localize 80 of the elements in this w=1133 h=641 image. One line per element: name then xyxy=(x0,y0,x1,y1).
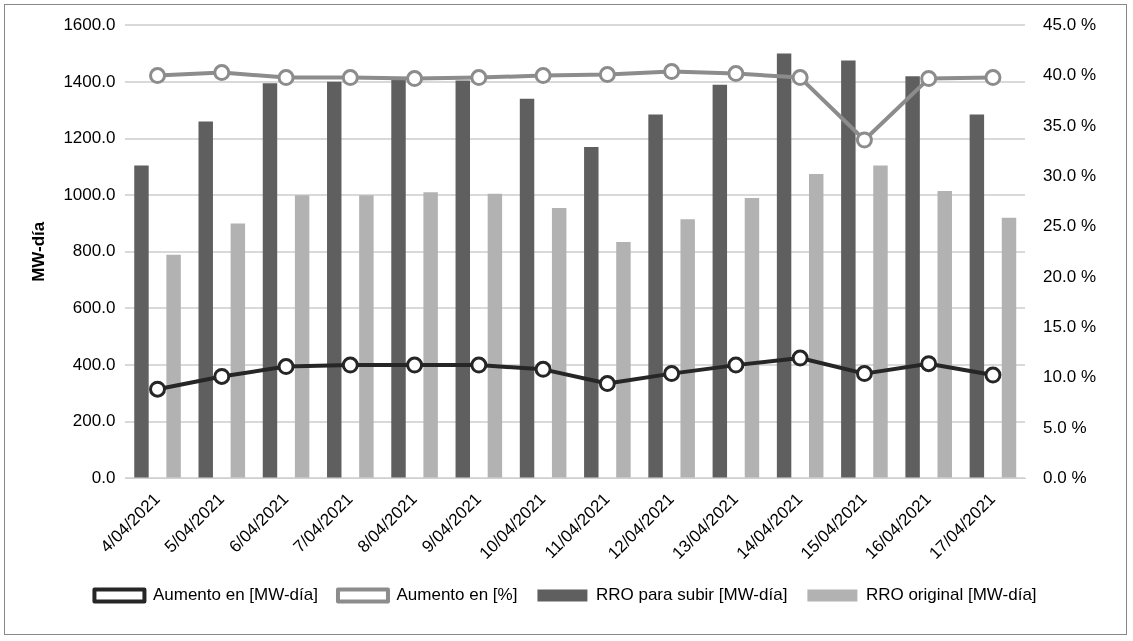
point xyxy=(920,355,938,373)
point xyxy=(598,66,616,84)
y2-tick-label: 35.0 % xyxy=(1043,115,1097,135)
bar xyxy=(712,84,728,478)
y-tick-label: 1400.0 xyxy=(63,71,116,91)
point xyxy=(149,380,167,398)
bar xyxy=(230,223,246,478)
point xyxy=(984,69,1002,87)
point xyxy=(727,65,745,83)
legend-label: Aumento en [%] xyxy=(396,585,518,605)
point xyxy=(470,69,488,87)
bar xyxy=(584,147,599,478)
legend-label: RRO original [MW-día] xyxy=(865,585,1037,605)
point xyxy=(984,366,1002,384)
bar xyxy=(487,193,503,478)
point xyxy=(406,356,424,374)
point xyxy=(791,349,809,367)
y2-tick-label: 25.0 % xyxy=(1043,216,1097,236)
bar xyxy=(294,195,310,478)
y2-tick-label: 0.0 % xyxy=(1043,468,1087,488)
bar xyxy=(423,192,438,478)
bar xyxy=(969,114,985,478)
bar xyxy=(905,76,920,478)
bar xyxy=(134,165,149,478)
bar xyxy=(841,60,856,478)
point xyxy=(341,69,359,87)
bar xyxy=(262,83,278,478)
point xyxy=(855,131,873,149)
bar xyxy=(519,98,535,478)
point xyxy=(920,70,938,88)
point xyxy=(406,70,424,88)
y-tick-label: 1200.0 xyxy=(63,128,116,148)
point xyxy=(149,67,167,85)
point xyxy=(470,356,488,374)
y2-tick-label: 15.0 % xyxy=(1043,317,1097,337)
bar xyxy=(648,114,663,478)
bar xyxy=(327,81,342,478)
y-tick-label: 800.0 xyxy=(72,241,116,261)
y2-tick-label: 20.0 % xyxy=(1043,266,1097,286)
point xyxy=(598,375,616,393)
y2-tick-label: 40.0 % xyxy=(1043,65,1097,85)
point xyxy=(277,69,295,87)
point xyxy=(663,63,681,81)
y2-tick-label: 45.0 % xyxy=(1043,14,1097,34)
y-tick-label: 600.0 xyxy=(72,298,116,318)
legend-label: RRO para subir [MW-día] xyxy=(595,585,788,605)
y-tick-label: 400.0 xyxy=(72,354,116,374)
y2-tick-label: 5.0 % xyxy=(1043,417,1087,437)
bar xyxy=(359,195,374,478)
bar xyxy=(551,207,567,478)
bar xyxy=(776,53,792,478)
legend-label: Aumento en [MW-día] xyxy=(152,585,318,605)
point xyxy=(727,356,745,374)
bar xyxy=(744,197,760,478)
point xyxy=(277,358,295,376)
point xyxy=(341,356,359,374)
bar xyxy=(166,254,181,478)
y2-tick-label: 30.0 % xyxy=(1043,165,1097,185)
point xyxy=(791,69,809,87)
bar xyxy=(937,190,952,478)
point xyxy=(213,367,231,385)
y-tick-label: 200.0 xyxy=(72,411,116,431)
point xyxy=(663,365,681,383)
bar xyxy=(198,121,213,478)
y-tick-label: 1600.0 xyxy=(63,14,116,34)
y2-tick-label: 10.0 % xyxy=(1043,367,1097,387)
bar xyxy=(873,165,888,478)
point xyxy=(213,64,231,82)
bar xyxy=(455,80,471,478)
y-axis-title: MW-día xyxy=(28,221,48,282)
y-tick-label: 0.0 xyxy=(91,468,116,488)
point xyxy=(534,360,552,378)
y-tick-label: 1000.0 xyxy=(63,184,116,204)
point xyxy=(855,365,873,383)
bar xyxy=(1001,217,1017,478)
bar xyxy=(616,241,631,478)
bar xyxy=(391,79,406,478)
bar xyxy=(808,173,824,478)
bar xyxy=(680,219,695,478)
point xyxy=(534,67,552,85)
